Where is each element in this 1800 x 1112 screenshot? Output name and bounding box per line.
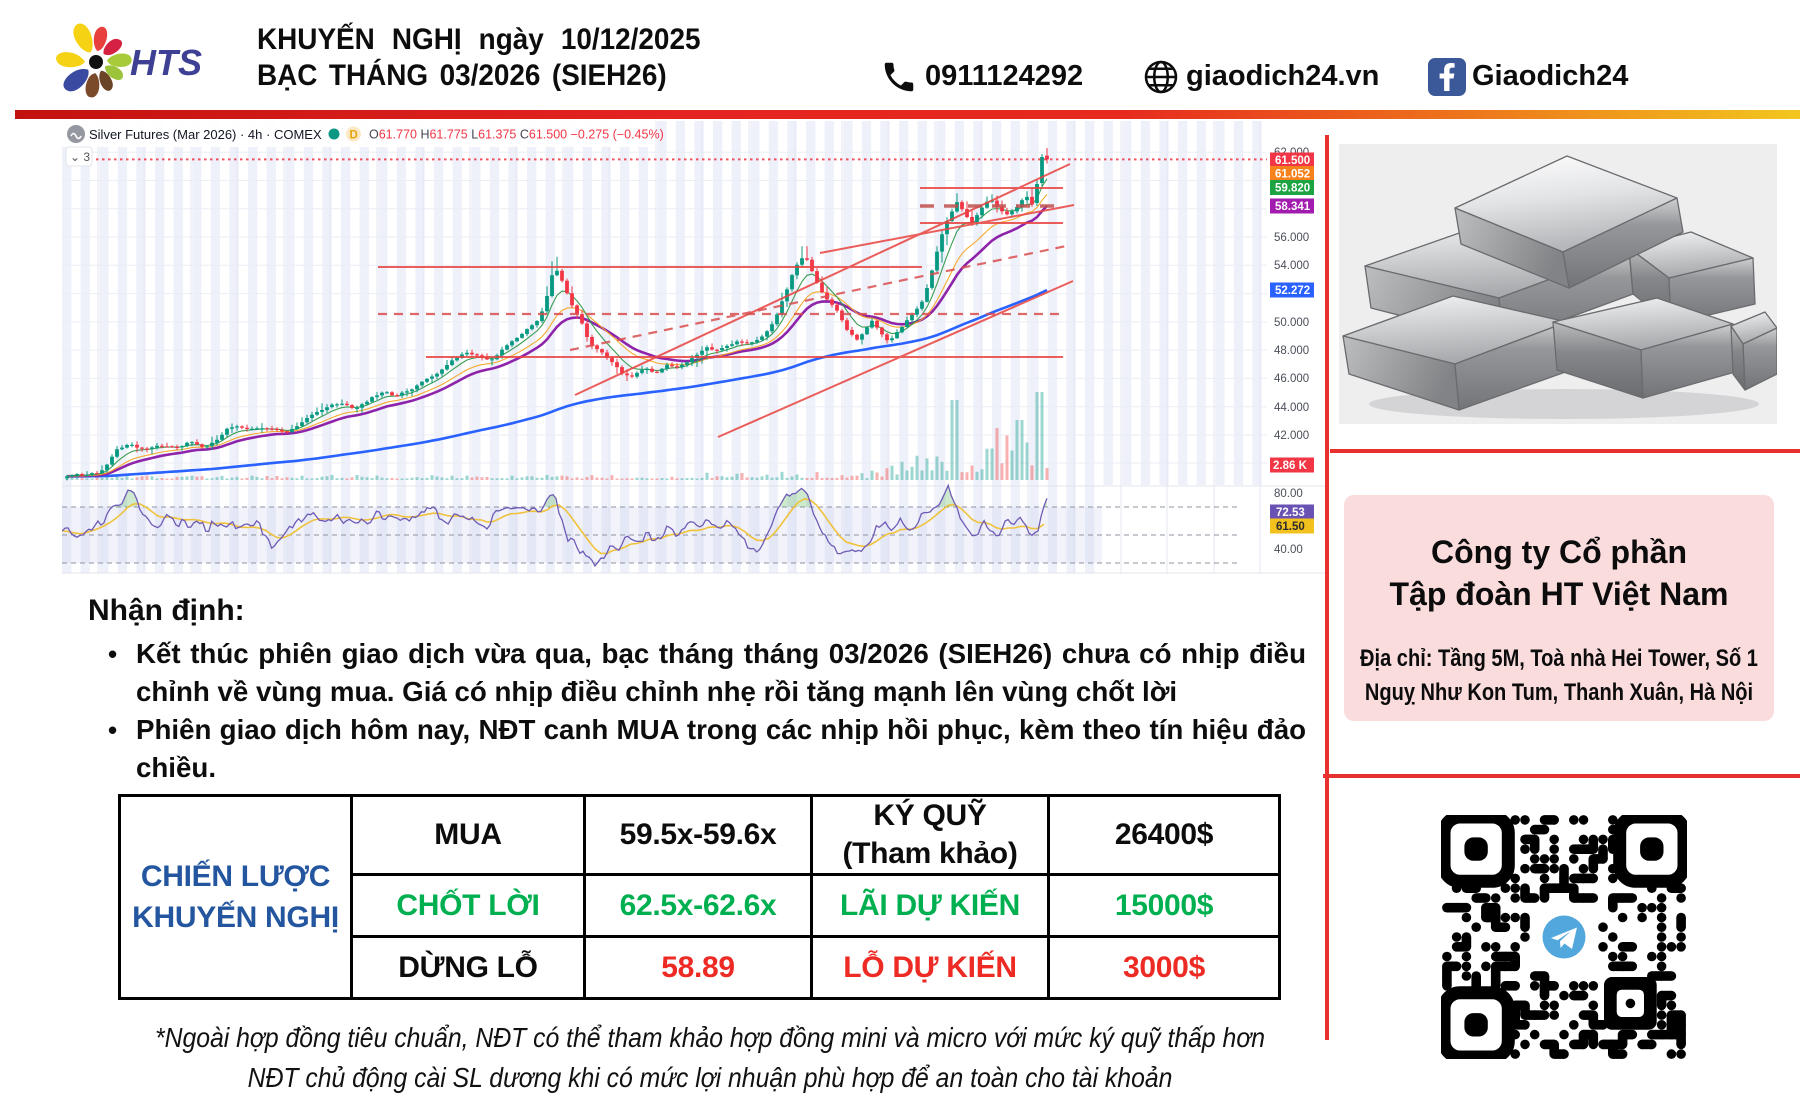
svg-text:O61.770 H61.775 L61.375 C61.50: O61.770 H61.775 L61.375 C61.500 −0.275 (… bbox=[369, 128, 664, 142]
svg-text:48.000: 48.000 bbox=[1274, 345, 1309, 357]
svg-text:61.052: 61.052 bbox=[1275, 169, 1310, 181]
svg-text:HTS: HTS bbox=[130, 42, 202, 83]
svg-text:52.272: 52.272 bbox=[1275, 285, 1310, 297]
svg-text:⌄ 3: ⌄ 3 bbox=[70, 150, 90, 164]
svg-text:46.000: 46.000 bbox=[1274, 373, 1309, 385]
svg-text:D: D bbox=[350, 130, 358, 142]
svg-text:Silver Futures (Mar 2026) · 4h: Silver Futures (Mar 2026) · 4h · COMEX bbox=[89, 127, 322, 142]
svg-text:54.000: 54.000 bbox=[1274, 260, 1309, 272]
svg-text:2.86 K: 2.86 K bbox=[1273, 460, 1308, 472]
svg-text:50.000: 50.000 bbox=[1274, 317, 1309, 329]
svg-text:56.000: 56.000 bbox=[1274, 232, 1309, 244]
svg-text:44.000: 44.000 bbox=[1274, 402, 1309, 414]
svg-text:42.000: 42.000 bbox=[1274, 430, 1309, 442]
svg-text:61.50: 61.50 bbox=[1276, 521, 1305, 533]
svg-text:61.500: 61.500 bbox=[1275, 155, 1310, 167]
svg-text:59.820: 59.820 bbox=[1275, 183, 1310, 195]
svg-text:40.00: 40.00 bbox=[1274, 544, 1303, 556]
svg-text:80.00: 80.00 bbox=[1274, 488, 1303, 500]
svg-text:72.53: 72.53 bbox=[1276, 507, 1305, 519]
svg-text:58.341: 58.341 bbox=[1275, 201, 1311, 213]
